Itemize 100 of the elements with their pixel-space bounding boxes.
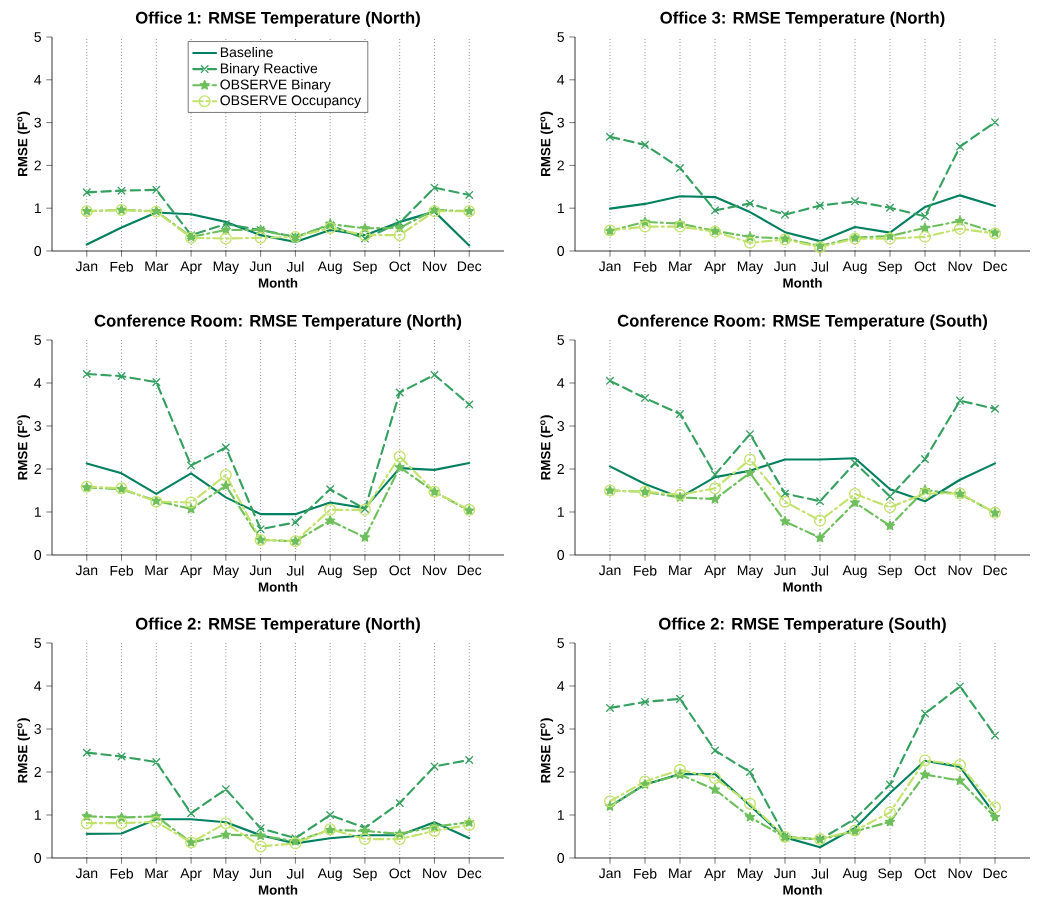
y-tick-label: 3 <box>34 421 41 431</box>
x-tick-label: Jul <box>286 565 304 576</box>
y-axis-title: RMSE (F$^{o}$) <box>540 718 553 783</box>
y-tick-label: 5 <box>34 638 42 648</box>
x-tick-label: Jul <box>286 261 304 272</box>
line-series <box>608 457 997 503</box>
x-tick-label: Jan <box>598 565 621 576</box>
point <box>465 400 474 409</box>
point <box>886 492 894 501</box>
point <box>779 495 792 508</box>
point <box>711 470 719 479</box>
point <box>954 775 966 786</box>
legend-label: Binary Reactive <box>220 63 318 77</box>
y-tick-label: 1 <box>557 203 564 214</box>
y-tick-label: 0 <box>34 853 42 863</box>
point <box>289 837 302 850</box>
point <box>884 520 896 531</box>
x-tick-label: Apr <box>704 565 726 578</box>
point <box>358 229 371 242</box>
x-tick-label: Jun <box>249 261 271 272</box>
x-tick-label: Oct <box>389 261 411 272</box>
point <box>641 697 649 706</box>
x-tick-label: Feb <box>634 868 657 879</box>
point <box>886 780 894 789</box>
point <box>744 236 757 249</box>
x-tick-label: Aug <box>317 565 342 578</box>
point <box>779 516 791 526</box>
point <box>152 185 161 194</box>
y-tick-label: 1 <box>34 203 41 214</box>
y-tick-label: 4 <box>34 75 42 85</box>
y-axis-title: RMSE (F$^{o}$) <box>540 111 553 176</box>
y-tick-label: 3 <box>34 724 41 734</box>
y-tick-label: 0 <box>34 550 42 560</box>
point <box>430 762 439 771</box>
point <box>676 694 684 703</box>
x-tick-label: Oct <box>914 868 936 879</box>
x-tick-label: Nov <box>423 261 447 272</box>
legend-label: OBSERVE Binary <box>220 79 331 93</box>
point <box>465 755 474 764</box>
point <box>254 231 267 244</box>
x-tick-label: Feb <box>110 868 134 879</box>
chart-title: Office 1: RMSE Temperature (North) <box>135 11 420 27</box>
y-tick-label: 2 <box>34 767 41 777</box>
chart-title: Conference Room: RMSE Temperature (North) <box>94 314 462 330</box>
point <box>921 709 929 718</box>
point <box>991 731 999 740</box>
point <box>187 461 196 470</box>
y-tick-label: 0 <box>557 246 565 256</box>
point <box>816 497 824 506</box>
x-tick-label: Jul <box>286 868 304 879</box>
point <box>954 222 967 235</box>
point <box>324 221 337 234</box>
point <box>674 488 687 501</box>
point <box>849 487 862 500</box>
x-tick-label: Apr <box>704 261 726 274</box>
point <box>430 183 439 192</box>
chart-title: Office 2: RMSE Temperature (South) <box>659 617 946 633</box>
y-tick-label: 3 <box>34 117 41 128</box>
point <box>744 811 756 822</box>
y-axis-title: RMSE (F$^{o}$) <box>17 111 30 176</box>
point <box>219 232 232 245</box>
point <box>676 409 684 418</box>
x-tick-label: Sep <box>353 868 377 882</box>
point <box>709 772 722 785</box>
point <box>674 763 687 776</box>
x-tick-label: Jan <box>75 261 98 272</box>
y-tick-label: 0 <box>557 550 565 560</box>
x-tick-label: Oct <box>389 868 411 879</box>
x-tick-label: Feb <box>634 565 657 576</box>
point <box>393 833 406 846</box>
point <box>921 455 929 464</box>
point <box>150 815 163 828</box>
y-tick-label: 4 <box>557 681 565 691</box>
point <box>82 188 91 197</box>
point <box>326 811 335 819</box>
x-axis-title: Month <box>258 277 298 288</box>
y-tick-label: 5 <box>557 335 565 345</box>
point <box>430 370 439 379</box>
x-tick-label: Oct <box>914 565 936 576</box>
point <box>956 682 964 691</box>
x-tick-label: May <box>213 565 240 578</box>
x-tick-label: Sep <box>878 261 902 275</box>
point <box>989 811 1001 822</box>
point <box>744 453 757 466</box>
point <box>639 775 652 788</box>
point <box>117 186 126 195</box>
point <box>711 206 719 215</box>
y-tick-label: 1 <box>557 507 564 517</box>
y-tick-label: 2 <box>557 464 564 474</box>
point <box>219 469 232 482</box>
point <box>187 809 196 818</box>
x-tick-label: Mar <box>669 868 692 879</box>
line-series <box>85 461 471 516</box>
point <box>781 210 789 219</box>
x-tick-label: Nov <box>948 261 973 272</box>
point <box>82 748 91 757</box>
y-tick-label: 3 <box>557 724 564 734</box>
point <box>604 795 617 808</box>
x-tick-label: Jul <box>811 565 829 576</box>
point <box>744 797 757 810</box>
